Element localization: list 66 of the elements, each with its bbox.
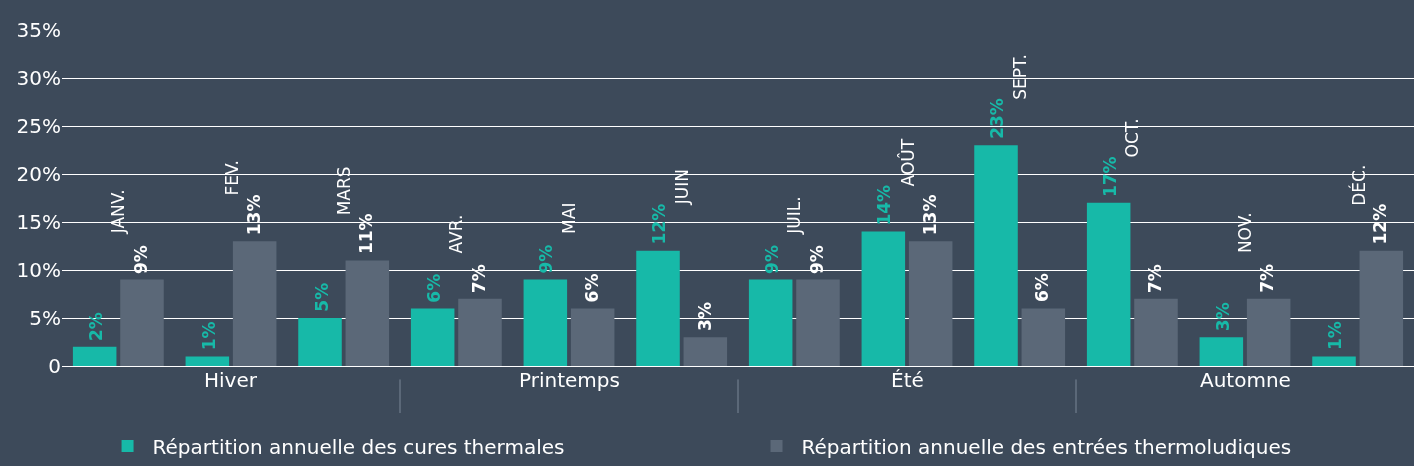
bar (345, 260, 390, 366)
y-tick-label: 25% (16, 114, 61, 138)
data-label: 6% (423, 273, 444, 303)
bar (748, 279, 793, 366)
y-tick-label: 20% (16, 162, 61, 186)
data-label: 14% (874, 184, 895, 226)
x-tick-label: JUIL. (783, 196, 804, 235)
bar (974, 145, 1018, 366)
bar (185, 356, 230, 366)
bar (1086, 202, 1131, 366)
text: Printemps (519, 368, 620, 392)
bar (908, 241, 953, 366)
x-tick-label: JUIN (672, 169, 693, 206)
bar (1246, 298, 1291, 366)
data-label: 1% (198, 321, 219, 351)
data-label: 3% (1212, 302, 1233, 332)
data-label: 6% (581, 273, 602, 303)
x-tick-label: AOÛT (896, 138, 918, 187)
text: Automne (1200, 368, 1291, 392)
data-label: 3% (694, 302, 715, 331)
bar (232, 241, 277, 366)
x-tick-label: SEPT. (1009, 54, 1030, 100)
bar (861, 231, 906, 366)
data-label: 12% (648, 203, 669, 245)
data-label: 13% (919, 194, 940, 236)
y-tick-label: 0 (48, 354, 61, 378)
legend-label: Répartition annuelle des cures thermales (152, 434, 565, 459)
bar (523, 279, 568, 366)
data-label: 13% (243, 194, 264, 236)
data-label: 1% (1325, 321, 1346, 351)
x-tick-label: FEV. (221, 160, 242, 196)
bar (298, 318, 342, 366)
x-tick-label: JANV. (108, 189, 129, 235)
bar (570, 308, 615, 366)
data-label: 6% (1032, 273, 1053, 303)
data-label: 17% (1099, 156, 1120, 198)
bar (1021, 308, 1066, 366)
bar (120, 279, 164, 366)
text: Été (891, 368, 924, 392)
y-tick-label: 35% (16, 18, 61, 42)
bar (1199, 337, 1244, 366)
y-tick-label: 15% (16, 210, 61, 234)
bar (796, 279, 840, 366)
bar (1312, 356, 1356, 366)
legend-label: Répartition annuelle des entrées thermoludiques (801, 434, 1292, 459)
y-tick-label: 30% (16, 66, 61, 90)
bar (683, 337, 728, 366)
data-label: 9% (536, 244, 557, 274)
x-tick-label: MARS (333, 166, 354, 216)
data-label: 11% (356, 213, 377, 255)
data-label: 23% (987, 98, 1008, 139)
y-tick-label: 5% (29, 306, 61, 330)
x-tick-label: NOV. (1234, 212, 1255, 254)
bar (1134, 298, 1178, 366)
data-label: 2% (85, 312, 106, 342)
data-label: 9% (761, 245, 782, 274)
bar (458, 298, 502, 366)
text: Hiver (204, 368, 258, 392)
data-label: 12% (1369, 203, 1390, 245)
data-label: 5% (311, 282, 332, 312)
x-tick-label: DÉC. (1347, 164, 1369, 206)
bar (410, 308, 455, 366)
bar (72, 346, 117, 366)
y-tick-label: 10% (16, 258, 61, 282)
bar (636, 250, 680, 366)
bar (1359, 250, 1404, 366)
